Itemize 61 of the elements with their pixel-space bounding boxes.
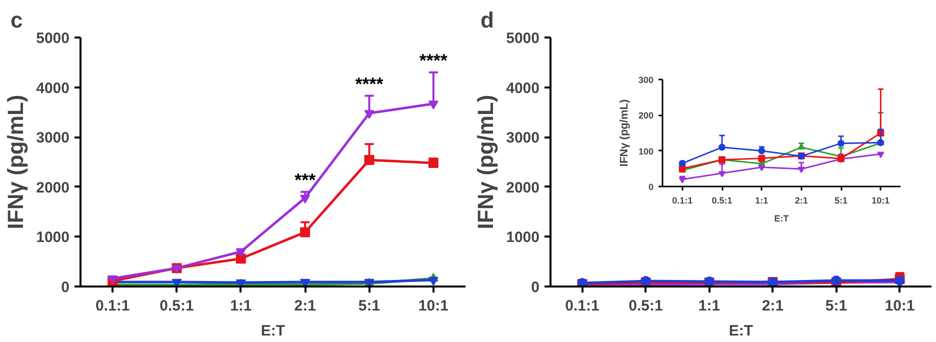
y-axis-title: IFNγ (pg/mL) bbox=[618, 99, 630, 167]
point bbox=[300, 227, 310, 238]
point bbox=[678, 177, 686, 184]
x-tick-label: 0.5:1 bbox=[160, 298, 194, 314]
chart-title: d bbox=[480, 8, 494, 32]
x-tick-label: 2:1 bbox=[294, 298, 316, 314]
y-tick-label: 200 bbox=[638, 110, 654, 121]
point bbox=[236, 254, 246, 264]
x-axis-title: E:T bbox=[260, 322, 286, 340]
y-tick-label: 4000 bbox=[506, 80, 540, 97]
x-tick-label: 0.5:1 bbox=[712, 196, 732, 206]
point bbox=[428, 158, 438, 168]
x-tick-label: 0.1:1 bbox=[95, 298, 130, 314]
y-tick-label: 3000 bbox=[36, 130, 70, 147]
chart-title: c bbox=[10, 8, 23, 32]
y-tick-label: 0 bbox=[61, 279, 70, 296]
y-tick-label: 0 bbox=[531, 279, 540, 296]
annotation: **** bbox=[355, 74, 384, 94]
y-axis-title: IFNγ (pg/mL) bbox=[473, 94, 498, 230]
y-tick-label: 0 bbox=[648, 182, 654, 192]
x-tick-label: 10:1 bbox=[418, 298, 448, 314]
annotation: **** bbox=[419, 50, 448, 70]
x-tick-label: 1:1 bbox=[755, 196, 768, 206]
x-tick-label: 1:1 bbox=[230, 298, 252, 314]
point bbox=[718, 171, 726, 178]
y-tick-label: 4000 bbox=[36, 80, 70, 97]
x-tick-label: 0.5:1 bbox=[628, 298, 663, 314]
y-tick-label: 300 bbox=[638, 75, 654, 85]
x-tick-label: 5:1 bbox=[358, 298, 380, 314]
x-tick-label: 2:1 bbox=[794, 196, 808, 206]
point bbox=[798, 166, 805, 173]
y-tick-label: 5000 bbox=[36, 30, 70, 47]
x-tick-label: 2:1 bbox=[762, 298, 784, 314]
y-tick-label: 100 bbox=[638, 146, 654, 156]
point bbox=[758, 147, 766, 154]
x-tick-label: 0.1:1 bbox=[565, 298, 600, 314]
y-tick-label: 1000 bbox=[36, 229, 70, 246]
point bbox=[428, 100, 438, 110]
y-tick-label: 2000 bbox=[36, 179, 70, 196]
x-axis-title: E:T bbox=[774, 214, 790, 224]
point bbox=[718, 144, 726, 151]
y-tick-label: 3000 bbox=[506, 130, 540, 147]
x-tick-label: 5:1 bbox=[834, 196, 848, 206]
point bbox=[758, 165, 766, 172]
x-tick-label: 10:1 bbox=[872, 196, 890, 206]
x-axis-title: E:T bbox=[728, 322, 754, 340]
y-tick-label: 1000 bbox=[506, 229, 540, 246]
point bbox=[364, 155, 374, 166]
point bbox=[364, 110, 374, 119]
point bbox=[758, 154, 766, 162]
y-tick-label: 2000 bbox=[506, 179, 540, 196]
x-tick-label: 1:1 bbox=[698, 298, 720, 314]
y-tick-label: 5000 bbox=[506, 30, 540, 47]
y-axis-title: IFNγ (pg/mL) bbox=[3, 94, 28, 230]
x-tick-label: 10:1 bbox=[884, 298, 915, 314]
x-tick-label: 0.1:1 bbox=[672, 196, 693, 206]
point bbox=[236, 248, 246, 258]
point bbox=[300, 194, 310, 204]
annotation: *** bbox=[294, 170, 316, 190]
x-tick-label: 5:1 bbox=[825, 298, 848, 314]
point bbox=[877, 152, 884, 158]
